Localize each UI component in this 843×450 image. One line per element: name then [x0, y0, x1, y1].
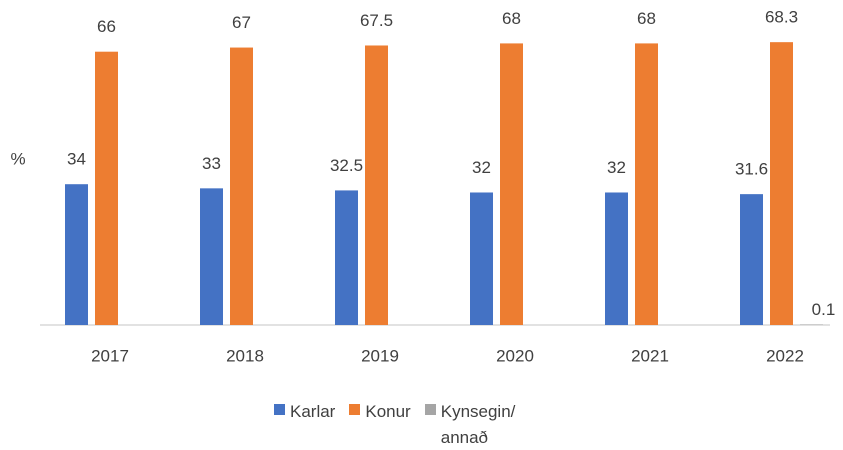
bar — [335, 190, 358, 325]
bar — [740, 194, 763, 325]
legend-label: Karlar — [290, 402, 336, 421]
x-tick-label: 2018 — [226, 346, 264, 365]
data-label: 67 — [232, 13, 251, 32]
x-tick-label: 2022 — [766, 346, 804, 365]
legend-label: Konur — [365, 402, 411, 421]
bar — [65, 184, 88, 325]
bar — [230, 47, 253, 326]
data-label: 67.5 — [360, 11, 393, 30]
legend-swatch — [274, 404, 285, 415]
bar — [635, 43, 658, 326]
data-label: 34 — [67, 150, 86, 169]
data-label: 32.5 — [330, 156, 363, 175]
legend-label: Kynsegin/annað — [440, 402, 516, 447]
legend-swatch — [424, 404, 436, 415]
legend: Karlar Konur Kynsegin/annað — [274, 399, 537, 450]
bar — [770, 42, 793, 326]
x-tick-label: 2017 — [91, 346, 129, 365]
x-tick-label: 2021 — [631, 346, 669, 365]
data-label: 68 — [637, 9, 656, 28]
bar — [200, 188, 223, 325]
y-axis-label: % — [10, 149, 25, 168]
data-label: 32 — [472, 158, 491, 177]
bar — [470, 192, 493, 325]
legend-item: Karlar — [274, 399, 335, 425]
bar — [365, 45, 388, 325]
x-tick-label: 2020 — [496, 346, 534, 365]
data-label: 32 — [607, 158, 626, 177]
legend-item: Konur — [349, 399, 411, 425]
x-tick-label: 2019 — [361, 346, 399, 365]
legend-item: Kynsegin/annað — [424, 399, 523, 450]
data-label: 31.6 — [735, 160, 768, 179]
data-label: 68 — [502, 9, 521, 28]
data-label: 66 — [97, 17, 116, 36]
data-label: 33 — [202, 154, 221, 173]
legend-swatch — [349, 404, 361, 415]
bar — [500, 43, 523, 326]
bar — [95, 51, 118, 325]
data-label: 68.3 — [765, 8, 798, 27]
data-label: 0.1 — [812, 300, 836, 319]
bar — [605, 192, 628, 325]
